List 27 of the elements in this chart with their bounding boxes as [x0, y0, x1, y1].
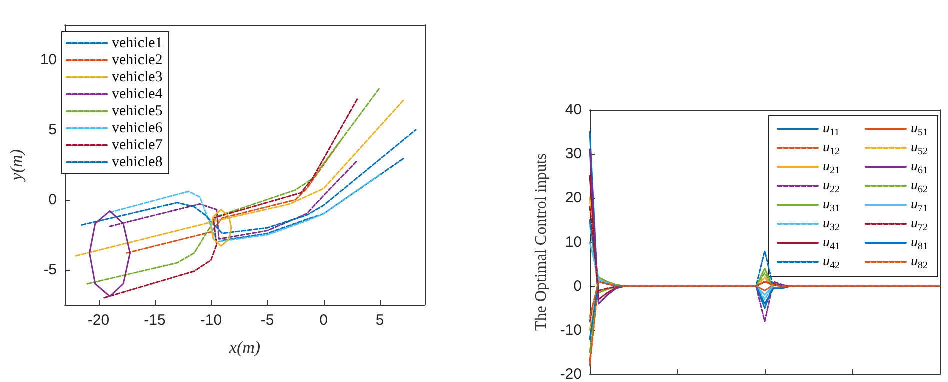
- y-tick-label: 0: [574, 278, 582, 295]
- x-tick-label: 0: [320, 312, 328, 329]
- x-axis-title: x(m): [228, 338, 261, 357]
- x-tick-label: -20: [88, 312, 110, 329]
- x-tick-label: -10: [200, 312, 222, 329]
- y-tick-label: 20: [565, 190, 582, 207]
- x-tick-label: -15: [144, 312, 166, 329]
- y-tick-label: 10: [40, 52, 57, 68]
- legend-label: vehicle2: [112, 52, 163, 68]
- y-tick-label: 5: [48, 122, 57, 138]
- x-tick-label: -5: [260, 312, 274, 329]
- legend-label: vehicle1: [112, 36, 163, 52]
- legend-label: vehicle6: [112, 120, 164, 136]
- x-tick-label: 5: [376, 312, 384, 329]
- y-axis-title: y(m): [7, 149, 26, 183]
- y-tick-label: 0: [48, 192, 57, 208]
- legend-label: vehicle8: [112, 154, 163, 170]
- y-tick-label: -20: [560, 366, 582, 382]
- y-axis-title: The Optimal Control inputs: [532, 154, 550, 331]
- y-tick-label: 40: [565, 102, 582, 118]
- y-tick-label: -5: [44, 262, 57, 278]
- y-tick-label: 30: [565, 146, 582, 163]
- legend-label: vehicle4: [112, 86, 164, 102]
- legend-label: vehicle7: [112, 138, 164, 154]
- legend-label: vehicle5: [112, 104, 163, 120]
- y-tick-label: 10: [565, 234, 582, 251]
- legend-label: vehicle3: [112, 70, 163, 86]
